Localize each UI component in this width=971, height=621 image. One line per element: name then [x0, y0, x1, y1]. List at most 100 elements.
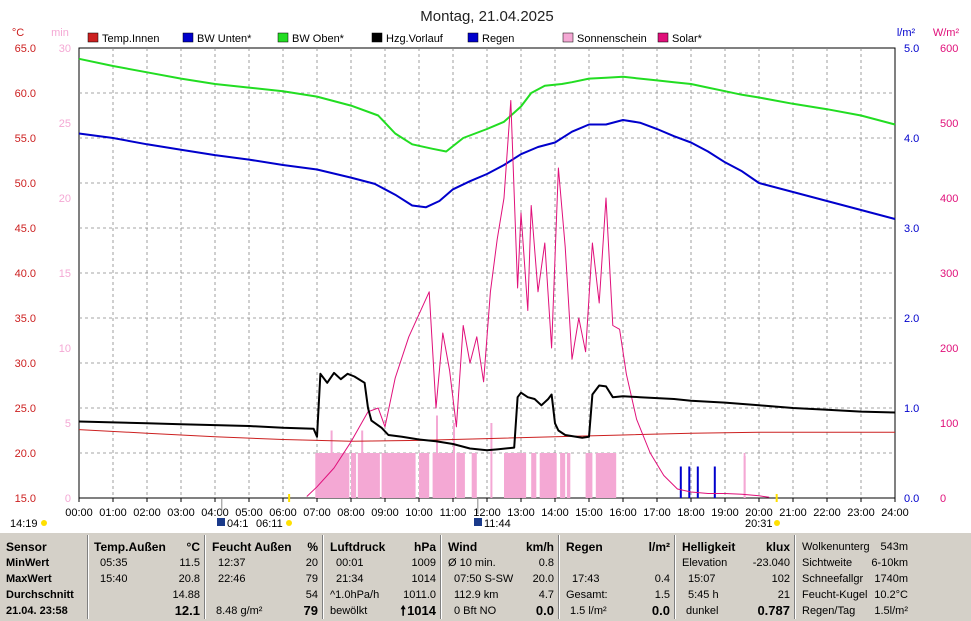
x-tick-label: 05:00 — [235, 507, 263, 519]
min-axis-unit: min — [51, 27, 69, 39]
sunshine-bar — [539, 453, 557, 498]
pressure-max-time: 21:34 — [336, 573, 364, 585]
x-tick-label: 23:00 — [847, 507, 875, 519]
left-tick-label: 65.0 — [15, 43, 36, 55]
temp-current-value: 12.1 — [174, 603, 200, 618]
sunshine-bar — [381, 453, 416, 498]
left-tick-label: 30.0 — [15, 358, 36, 370]
temp-avg-value: 14.88 — [172, 589, 200, 601]
sunshine-bar — [595, 453, 617, 498]
sun-icon — [41, 520, 47, 526]
humidity-absolute: 8.48 g/m² — [216, 605, 263, 617]
x-tick-label: 06:00 — [269, 507, 297, 519]
sunshine-bar — [351, 453, 357, 498]
legend-label: Sonnenschein — [577, 33, 647, 45]
x-tick-label: 12:00 — [473, 507, 501, 519]
brightness-max-value: 102 — [771, 573, 790, 585]
extra-block: Wolkenunterg 543m Sichtweite 6-10km Schnee… — [802, 533, 908, 621]
x-tick-label: 08:00 — [337, 507, 365, 519]
sunshine-bar — [531, 453, 537, 498]
solar-tick-label: 200 — [940, 343, 958, 355]
legend-swatch — [182, 32, 194, 43]
rain-axis-unit: l/m² — [897, 27, 916, 39]
sun-markers: 14:19 04:1 06:11 11:44 20:31 — [10, 518, 780, 530]
rain-tick-label: 0.0 — [904, 493, 919, 505]
temp-min-time: 05:35 — [100, 557, 128, 569]
rain-per-day-value: 1.5l/m² — [874, 605, 908, 617]
pressure-unit: hPa — [413, 540, 436, 554]
brightness-header: Helligkeit — [682, 540, 736, 554]
sensor-avg: Durchschnitt — [6, 589, 74, 601]
cloud-base-value: 543m — [880, 541, 908, 553]
rain-bars — [679, 466, 716, 498]
sunshine-bar — [504, 453, 527, 498]
legend-label: BW Oben* — [292, 33, 345, 45]
temp-min-value: 11.5 — [179, 557, 200, 569]
rain-day-total: 1.5 l/m² — [570, 605, 607, 617]
x-tick-label: 24:00 — [881, 507, 909, 519]
pressure-min-value: 1009 — [411, 557, 436, 569]
marker-moonrise: 04:1 — [227, 518, 248, 530]
solar-tick-label: 100 — [940, 418, 958, 430]
pressure-avg-value: 1011.0 — [403, 589, 436, 601]
sunshine-bar — [456, 453, 465, 498]
sunshine-bars — [315, 415, 746, 498]
wetbulb-label: Feucht-Kugel — [802, 589, 868, 601]
rain-bar — [713, 466, 716, 498]
rain-tick-label: 1.0 — [904, 403, 919, 415]
temp-max-time: 15:40 — [100, 573, 128, 585]
legend-swatch — [467, 32, 479, 43]
rain-max-value: 0.4 — [654, 573, 670, 585]
sunset-icon — [774, 520, 780, 526]
wind-beaufort: 0 Bft NO — [454, 605, 497, 617]
humidity-min-time: 12:37 — [218, 557, 246, 569]
rain-total-value: 1.5 — [654, 589, 670, 601]
legend-label: Temp.Innen — [102, 33, 159, 45]
sunrise-icon — [286, 520, 292, 526]
rain-tick-label: 5.0 — [904, 43, 919, 55]
legend: Temp.Innen BW Unten* BW Oben* Hzg.Vorlauf Re… — [87, 32, 703, 45]
legend-swatch — [657, 32, 669, 43]
brightness-block: Helligkeit klux Elevation -23.040 15:07 102… — [682, 533, 790, 621]
humidity-max-time: 22:46 — [218, 573, 246, 585]
sunshine-bar — [432, 453, 453, 498]
sunshine-spike — [453, 423, 455, 498]
pressure-max-value: 1014 — [411, 573, 436, 585]
sunshine-duration: 5:45 h — [688, 589, 719, 601]
rain-tick-label: 4.0 — [904, 133, 919, 145]
rain-block: Regen l/m² 17:43 0.4 Gesamt: 1.5 1.5 l/m² 0.… — [566, 533, 670, 621]
left-tick-label: 40.0 — [15, 268, 36, 280]
left-tick-label: 55.0 — [15, 133, 36, 145]
pressure-weather: bewölkt — [330, 605, 368, 617]
x-tick-label: 03:00 — [167, 507, 195, 519]
humidity-avg-value: 54 — [305, 589, 318, 601]
x-tick-label: 19:00 — [711, 507, 739, 519]
x-tick-label: 10:00 — [405, 507, 433, 519]
temp-max-value: 20.8 — [178, 573, 200, 585]
marker-noon: 11:44 — [484, 518, 511, 530]
left-axis-unit: °C — [12, 27, 24, 39]
temp-innen-line — [78, 429, 895, 442]
min-tick-label: 5 — [65, 418, 71, 430]
elevation-value: -23.040 — [752, 557, 790, 569]
x-tick-label: 01:00 — [99, 507, 127, 519]
snowline-value: 1740m — [874, 573, 908, 585]
wind-current-value: 0.0 — [535, 603, 554, 618]
sunshine-bar — [357, 453, 380, 498]
x-tick-label: 00:00 — [65, 507, 93, 519]
x-tick-label: 17:00 — [643, 507, 671, 519]
solar-tick-label: 0 — [940, 493, 946, 505]
legend-swatch — [371, 32, 383, 43]
grid — [78, 47, 896, 499]
left-tick-label: 50.0 — [15, 178, 36, 190]
rain-total-label: Gesamt: — [566, 589, 608, 601]
legend-swatch — [562, 32, 574, 43]
min-tick-label: 15 — [59, 268, 71, 280]
x-tick-label: 07:00 — [303, 507, 331, 519]
solar-tick-label: 600 — [940, 43, 958, 55]
sunshine-spike — [436, 415, 438, 498]
pressure-trend: ^1.0hPa/h — [330, 589, 380, 601]
pressure-header: Luftdruck — [330, 540, 386, 554]
temp-block: Temp.Außen °C 05:35 11.5 15:40 20.8 14.88 1… — [94, 533, 200, 621]
wind-max-value: 20.0 — [532, 573, 554, 585]
